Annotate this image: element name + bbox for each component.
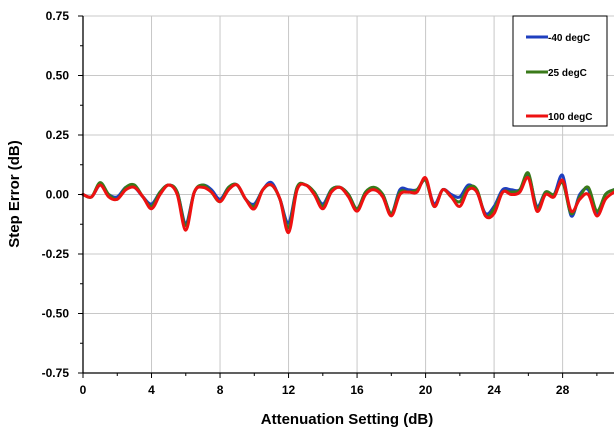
y-tick-label: 0.75 — [46, 9, 70, 23]
legend-label: 25 degC — [548, 68, 587, 79]
axes — [78, 15, 614, 378]
y-tick-label: 0.25 — [46, 128, 70, 142]
tick-labels: 0 4 8 12 16 20 24 28 0.75 0.50 0.25 0.00 -0.25 -0.50 -… — [42, 9, 570, 397]
x-tick-label: 16 — [350, 383, 364, 397]
x-tick-label: 0 — [80, 383, 87, 397]
x-axis-label: Attenuation Setting (dB) — [261, 411, 433, 428]
legend-label: -40 degC — [548, 33, 590, 44]
x-tick-label: 4 — [148, 383, 155, 397]
y-axis-label: Step Error (dB) — [6, 140, 23, 248]
x-tick-label: 28 — [556, 383, 570, 397]
y-tick-label: -0.25 — [42, 247, 70, 261]
x-tick-label: 8 — [217, 383, 224, 397]
series-line-3 — [81, 175, 614, 235]
y-tick-label: 0.00 — [46, 188, 70, 202]
x-tick-label: 12 — [282, 383, 296, 397]
legend-label: 100 degC — [548, 112, 592, 123]
series-lines — [81, 171, 614, 235]
x-tick-label: 24 — [487, 383, 501, 397]
x-tick-label: 20 — [419, 383, 433, 397]
y-tick-label: -0.75 — [42, 366, 70, 380]
y-tick-label: -0.50 — [42, 307, 70, 321]
legend: -40 degC 25 degC 100 degC — [512, 15, 608, 127]
y-tick-label: 0.50 — [46, 69, 70, 83]
